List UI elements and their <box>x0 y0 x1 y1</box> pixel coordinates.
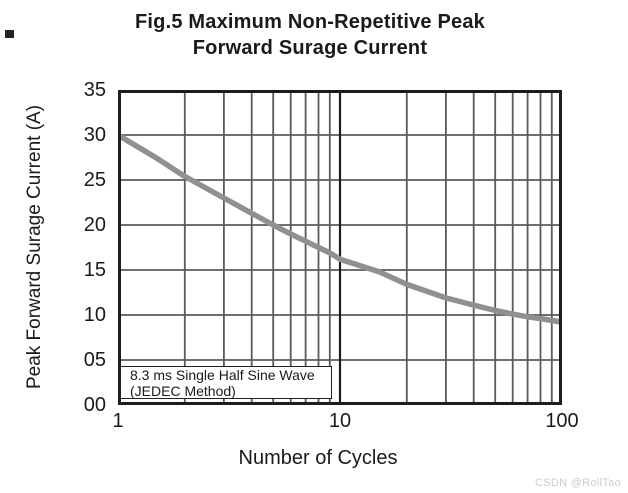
plot-frame <box>118 90 562 405</box>
annotation-line2: (JEDEC Method) <box>130 383 236 399</box>
plot-area: 8.3 ms Single Half Sine Wave (JEDEC Meth… <box>118 90 562 405</box>
x-tick-label: 1 <box>112 410 124 432</box>
y-tick-label: 10 <box>83 304 106 326</box>
y-tick-label: 30 <box>83 124 106 146</box>
chart-title-line2: Forward Surage Current <box>192 37 428 59</box>
y-tick-label: 25 <box>83 169 106 191</box>
x-axis-label: Number of Cycles <box>238 447 398 469</box>
corner-square-mark <box>5 30 14 38</box>
y-tick-label: 05 <box>83 349 106 371</box>
x-tick-label: 10 <box>328 410 352 432</box>
y-tick-label: 15 <box>83 259 106 281</box>
surge-current-curve <box>118 132 562 325</box>
y-tick-label: 00 <box>83 394 106 416</box>
y-tick-label: 35 <box>83 79 106 101</box>
chart-title-line1: Fig.5 Maximum Non-Repetitive Peak <box>134 11 486 33</box>
chart-title: Fig.5 Maximum Non-Repetitive Peak Forwar… <box>0 9 620 61</box>
y-tick-label: 20 <box>83 214 106 236</box>
x-tick-label: 100 <box>545 410 579 432</box>
chart-canvas <box>118 90 562 405</box>
y-axis-label: Peak Forward Surage Current (A) <box>24 104 45 390</box>
annotation-box: 8.3 ms Single Half Sine Wave (JEDEC Meth… <box>120 366 332 399</box>
watermark: CSDN @RollTao <box>535 477 621 489</box>
annotation-line1: 8.3 ms Single Half Sine Wave <box>130 367 315 383</box>
